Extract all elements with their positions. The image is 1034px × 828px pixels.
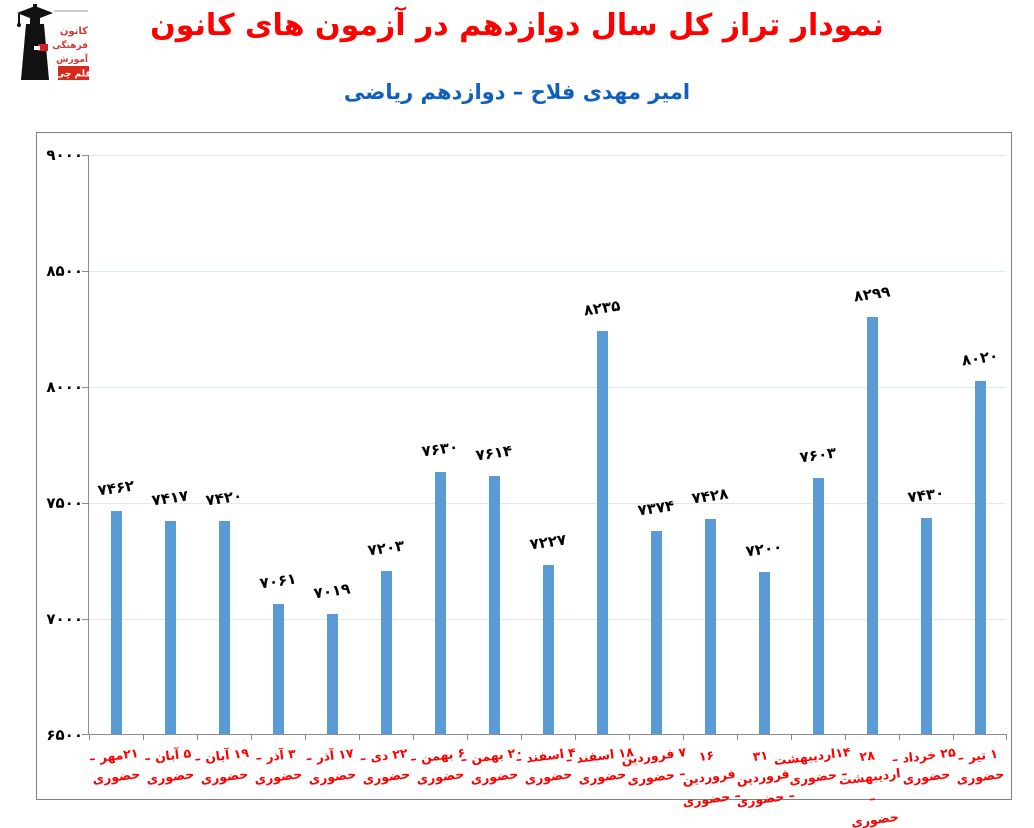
x-tick-mark (305, 734, 306, 740)
bar (218, 520, 230, 734)
bar (866, 316, 878, 734)
y-tick-mark (82, 271, 89, 272)
y-tick-label: ۸۰۰۰ (46, 378, 83, 396)
bar-slot: ۷۴۶۲ (89, 155, 143, 734)
y-tick-mark (82, 387, 89, 388)
logo-badge (58, 66, 89, 80)
bar-slot: ۷۶۳۰ (413, 155, 467, 734)
y-tick-mark (82, 503, 89, 504)
bar (650, 531, 662, 734)
y-tick-mark (82, 619, 89, 620)
bar-slot: ۷۴۳۰ (899, 155, 953, 734)
bar (488, 475, 500, 734)
bar-slot: ۷۶۰۳ (791, 155, 845, 734)
y-tick-label: ۹۰۰۰ (46, 146, 83, 164)
logo-word-ghalamchi: قلم چی (56, 70, 90, 80)
y-tick-label: ۷۰۰۰ (46, 610, 83, 628)
graduate-icon: کانون فرهنگی آموزش قلم چی (17, 4, 90, 80)
x-tick-mark (575, 734, 576, 740)
gridline (89, 503, 1006, 504)
x-tick-mark (737, 734, 738, 740)
x-tick-mark (845, 734, 846, 740)
logo-word-kanoon: کانون (60, 26, 88, 37)
y-tick-mark (82, 734, 89, 735)
x-tick-mark (521, 734, 522, 740)
kanoon-logo: کانون فرهنگی آموزش قلم چی (14, 4, 90, 84)
bar (380, 570, 392, 734)
x-axis-labels: ۲۱مهر – حضوری ۵ آبان – حضوری ۱۹ آبان – حضو… (88, 744, 1006, 828)
bar (974, 381, 986, 734)
bar (110, 510, 122, 734)
bar-slot: ۸۲۳۵ (575, 155, 629, 734)
bar (812, 478, 824, 734)
gridline (89, 271, 1006, 272)
bar (164, 521, 176, 734)
bar-slot: ۷۴۱۷ (143, 155, 197, 734)
x-tick-mark (251, 734, 252, 740)
gridline (89, 387, 1006, 388)
x-tick-mark (1006, 734, 1007, 740)
bar-slot: ۷۰۱۹ (305, 155, 359, 734)
bar (272, 603, 284, 734)
bar-slot: ۷۴۲۰ (197, 155, 251, 734)
bar-slot: ۷۲۰۳ (359, 155, 413, 734)
x-tick-mark (629, 734, 630, 740)
y-tick-label: ۷۵۰۰ (46, 494, 83, 512)
x-tick-mark (683, 734, 684, 740)
bar-slot: ۷۲۰۰ (737, 155, 791, 734)
bar (596, 331, 608, 734)
x-tick-mark (197, 734, 198, 740)
bar-slot: ۷۰۶۱ (251, 155, 305, 734)
x-tick-mark (791, 734, 792, 740)
logo-word-amoozesh: آموزش (56, 53, 89, 65)
bar-slot: ۷۴۲۸ (683, 155, 737, 734)
bar (542, 565, 554, 734)
y-tick-label: ۸۵۰۰ (46, 262, 83, 280)
bar-slot: ۷۲۲۷ (521, 155, 575, 734)
bar (326, 613, 338, 734)
y-tick-mark (82, 155, 89, 156)
chart-subtitle: امیر مهدی فلاح – دوازدهم ریاضی (343, 80, 691, 104)
x-tick-mark (467, 734, 468, 740)
bar-slot: ۷۶۱۴ (467, 155, 521, 734)
x-tick-mark (953, 734, 954, 740)
bar (704, 518, 716, 734)
chart-title: نمودار تراز کل سال دوازدهم در آزمون های … (150, 8, 884, 43)
x-tick-mark (143, 734, 144, 740)
bar (920, 518, 932, 734)
y-tick-label: ۶۵۰۰ (46, 726, 83, 744)
bar-slot: ۷۳۷۴ (629, 155, 683, 734)
bar (758, 571, 770, 734)
plot-area: ۷۴۶۲ ۷۴۱۷ ۷۴۲۰ ۷۰۶۱ ۷۰۱۹ ۷۲۰۳ ۷۶۳۰ ۷۶۱۴ ۷۲۲۷ ۸۲۳۵… (82, 155, 1007, 740)
x-tick-mark (89, 734, 90, 740)
logo-word-farhangi: فرهنگی (52, 39, 88, 51)
x-tick-label: ۱ تیر – حضوری (955, 745, 1005, 788)
x-tick-mark (899, 734, 900, 740)
x-tick-mark (359, 734, 360, 740)
bar-slot: ۸۲۹۹ (845, 155, 899, 734)
gridline (89, 155, 1006, 156)
bar-chart: ۷۴۶۲ ۷۴۱۷ ۷۴۲۰ ۷۰۶۱ ۷۰۱۹ ۷۲۰۳ ۷۶۳۰ ۷۶۱۴ ۷۲۲۷ ۸۲۳۵… (36, 132, 1012, 828)
bar (434, 471, 446, 734)
x-tick-mark (413, 734, 414, 740)
bar-slot: ۸۰۲۰ (953, 155, 1007, 734)
